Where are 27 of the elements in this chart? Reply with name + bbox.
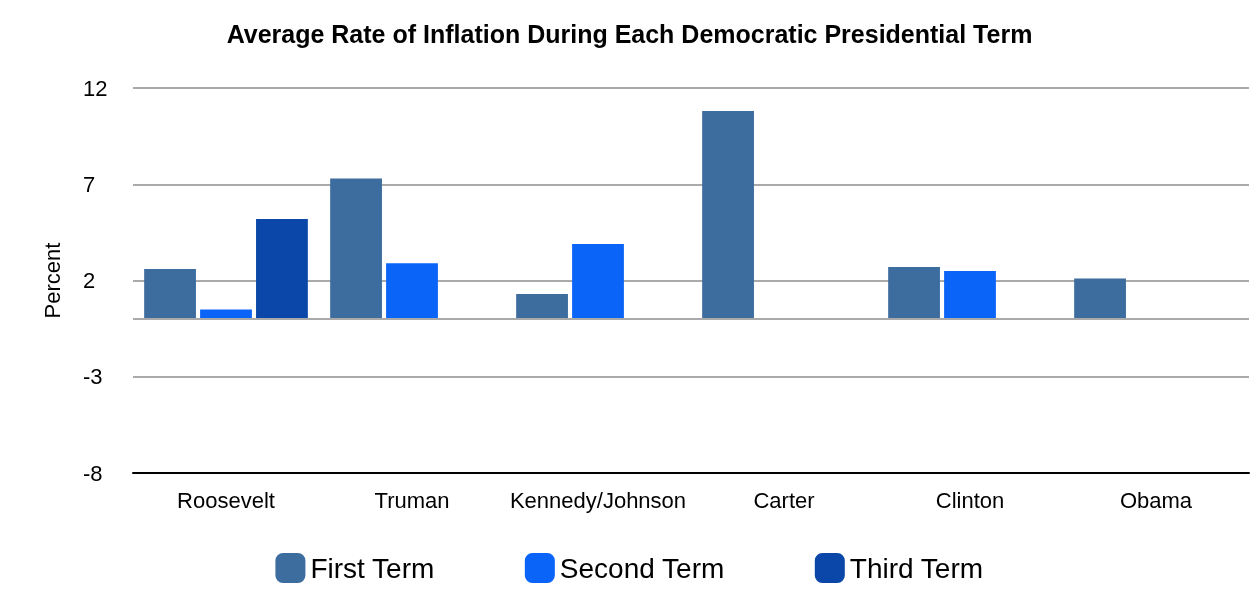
y-tick-label: 2 xyxy=(83,268,96,293)
x-tick-label: Kennedy/Johnson xyxy=(509,487,687,513)
bar xyxy=(200,309,252,319)
x-tick-label: Clinton xyxy=(935,487,1005,513)
bar xyxy=(144,268,196,319)
bar xyxy=(888,267,940,319)
y-tick-label: 12 xyxy=(83,75,108,101)
bar xyxy=(256,218,308,319)
chart-title: Average Rate of Inflation During Each Democratic Presidential Term xyxy=(226,19,1033,48)
bar xyxy=(386,263,438,319)
bar xyxy=(702,111,754,319)
legend-label: First Term xyxy=(310,552,435,584)
bar xyxy=(944,270,996,319)
x-tick-label: Truman xyxy=(374,487,450,513)
legend-label: Third Term xyxy=(849,552,984,584)
y-axis-title: Percent xyxy=(39,242,65,319)
bar xyxy=(572,243,624,319)
legend-label: Second Term xyxy=(559,552,725,584)
bar xyxy=(516,293,568,319)
y-tick-label: -3 xyxy=(83,364,103,390)
x-tick-label: Carter xyxy=(753,487,815,513)
x-tick-label: Roosevelt xyxy=(177,487,275,513)
bar xyxy=(1074,278,1126,319)
x-tick-label: Obama xyxy=(1119,487,1193,513)
bar xyxy=(330,178,382,319)
y-tick-label: -8 xyxy=(83,460,103,486)
y-tick-label: 7 xyxy=(83,171,96,197)
